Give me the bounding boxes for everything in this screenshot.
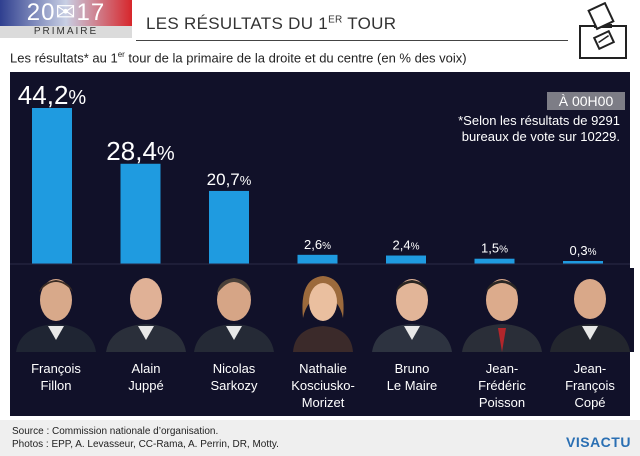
page-title: LES RÉSULTATS DU 1ER TOUR (146, 14, 396, 34)
bar (386, 255, 426, 264)
title-main: LES RÉSULTATS DU 1 (146, 14, 329, 33)
name-line: François (31, 361, 81, 376)
candidate-name: François Fillon (12, 360, 100, 394)
subtitle-post: tour de la primaire de la droite et du c… (124, 50, 467, 66)
bar (297, 254, 338, 264)
candidate-name: Jean- Frédéric Poisson (458, 360, 546, 411)
name-line: Frédéric (478, 378, 526, 393)
name-line: Kosciusko- (291, 378, 355, 393)
unit-label: % (157, 143, 175, 165)
candidate-name: Jean- François Copé (546, 360, 634, 411)
unit-label: % (240, 173, 252, 188)
name-line: Copé (574, 395, 606, 410)
bar-value-label: 20,7% (207, 170, 252, 189)
name-line: Poisson (478, 395, 526, 410)
logo-year: 20✉17 (26, 0, 106, 26)
results-bar-chart: 44,2% 28,4% 20,7% 2,6% 2,4% 1,5% 0,3% (10, 80, 630, 265)
bar-value-label: 44,2% (18, 80, 87, 110)
name-line: Nathalie (299, 361, 347, 376)
unit-label: % (588, 247, 597, 258)
chart-panel (10, 72, 630, 416)
unit-label: % (322, 241, 331, 252)
name-line: Le Maire (386, 378, 438, 393)
bar (209, 190, 249, 264)
portrait-fillon (12, 268, 100, 352)
subtitle-sup: er (117, 50, 125, 59)
title-end: TOUR (342, 14, 397, 33)
name-line: Morizet (301, 395, 345, 410)
name-line: Alain (131, 361, 161, 376)
chart-subtitle: Les résultats* au 1er tour de la primair… (10, 50, 467, 65)
bar-value-label: 2,6% (304, 237, 331, 252)
subtitle-pre: Les résultats* au 1 (10, 50, 118, 66)
candidate-name: Alain Juppé (102, 360, 190, 394)
name-line: François (565, 378, 615, 393)
portrait-kosciusko-morizet (279, 268, 367, 352)
portrait-le-maire (368, 268, 456, 352)
portrait-sarkozy (190, 268, 278, 352)
portrait-cope (546, 268, 634, 352)
unit-label: % (499, 245, 508, 256)
unit-label: % (411, 242, 420, 253)
name-line: Sarkozy (210, 378, 258, 393)
name-line: Nicolas (212, 361, 256, 376)
name-line: Bruno (394, 361, 430, 376)
time-badge: À 00H00 (547, 92, 625, 110)
brand-logo: VISACTU (566, 434, 631, 450)
source-credits: Source : Commission nationale d’organisa… (12, 425, 279, 451)
bar (474, 258, 515, 264)
footnote: *Selon les résultats de 9291 bureaux de … (458, 113, 620, 144)
candidate-name: Nathalie Kosciusko- Morizet (279, 360, 367, 411)
logo-subtitle: PRIMAIRE (0, 26, 132, 38)
bar-value-label: 28,4% (106, 136, 175, 166)
bar-value-label: 2,4% (393, 238, 420, 253)
candidate-name: Nicolas Sarkozy (190, 360, 278, 394)
unit-label: % (68, 87, 86, 109)
bar-value-label: 0,3% (570, 243, 597, 258)
title-sup: ER (328, 14, 343, 26)
ballot-box-icon (579, 2, 627, 59)
header-divider (136, 40, 568, 41)
source-text: Source : Commission nationale d’organisa… (12, 426, 219, 437)
name-line: Fillon (40, 378, 72, 393)
candidate-name: Bruno Le Maire (368, 360, 456, 394)
bar-value-label: 1,5% (481, 241, 508, 256)
name-line: Jean- (485, 361, 519, 376)
photo-credits: Photos : EPP, A. Levasseur, CC-Rama, A. … (12, 439, 279, 450)
portrait-juppe (102, 268, 190, 352)
bar (32, 108, 72, 264)
name-line: Juppé (128, 378, 164, 393)
portrait-poisson (458, 268, 546, 352)
footer (0, 420, 640, 456)
name-line: Jean- (573, 361, 607, 376)
bar (563, 261, 603, 264)
bar (120, 163, 161, 264)
